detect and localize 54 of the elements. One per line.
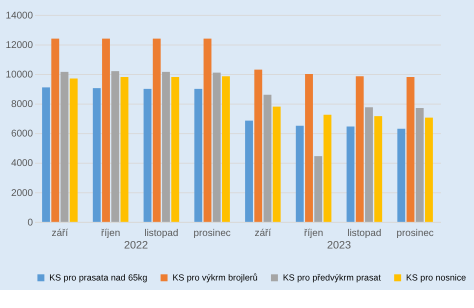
text: 2023 bbox=[326, 239, 352, 252]
y-tick-label: 6000 bbox=[11, 128, 34, 140]
bar bbox=[416, 108, 424, 222]
x-tick-label: listopad bbox=[347, 228, 382, 240]
bar bbox=[346, 126, 354, 222]
bar bbox=[356, 76, 364, 222]
bar bbox=[254, 70, 262, 222]
bar bbox=[212, 72, 221, 222]
bar bbox=[374, 116, 382, 222]
x-tick-label: prosinec bbox=[194, 228, 231, 240]
bar bbox=[296, 126, 304, 222]
bar bbox=[42, 87, 50, 222]
bar bbox=[152, 38, 161, 222]
y-tick-label: 0 bbox=[28, 217, 34, 228]
y-tick-label: 4000 bbox=[11, 158, 34, 170]
bar bbox=[305, 74, 313, 222]
bar bbox=[171, 77, 180, 222]
bar bbox=[406, 77, 414, 222]
bar bbox=[111, 71, 120, 222]
bar bbox=[60, 72, 68, 222]
bar bbox=[222, 76, 230, 222]
bar bbox=[272, 106, 281, 222]
x-tick-label: říjen bbox=[304, 228, 324, 240]
bar bbox=[92, 88, 101, 222]
y-tick-label: 2000 bbox=[11, 188, 34, 199]
bar bbox=[365, 107, 373, 222]
legend-label: KS pro předvýkrm prasat bbox=[282, 272, 382, 283]
x-tick-label: listopad bbox=[144, 228, 178, 240]
bar bbox=[194, 88, 202, 222]
bar bbox=[102, 38, 110, 222]
bar bbox=[120, 77, 128, 222]
bar bbox=[397, 128, 406, 222]
x-tick-label: září bbox=[52, 228, 68, 240]
y-tick-label: 12000 bbox=[6, 40, 34, 51]
bar bbox=[324, 114, 332, 222]
bar bbox=[245, 120, 253, 222]
bar bbox=[264, 94, 272, 222]
bar bbox=[144, 88, 152, 222]
legend-label: KS pro výkrm brojlerů bbox=[172, 272, 258, 283]
bar bbox=[51, 38, 60, 222]
bar bbox=[162, 72, 170, 222]
bar bbox=[314, 156, 322, 222]
bar bbox=[70, 78, 78, 222]
text: 2022 bbox=[124, 239, 148, 252]
x-tick-label: prosinec bbox=[396, 228, 434, 240]
y-tick-label: 14000 bbox=[6, 10, 34, 22]
y-tick-label: 10000 bbox=[6, 69, 34, 80]
legend-label: KS pro nosnice bbox=[406, 272, 466, 283]
y-tick-label: 8000 bbox=[11, 99, 34, 110]
x-tick-label: říjen bbox=[101, 228, 120, 240]
bar bbox=[204, 38, 212, 222]
bar bbox=[425, 118, 433, 222]
legend-label: KS pro prasata nad 65kg bbox=[49, 272, 148, 283]
x-tick-label: září bbox=[254, 228, 272, 240]
